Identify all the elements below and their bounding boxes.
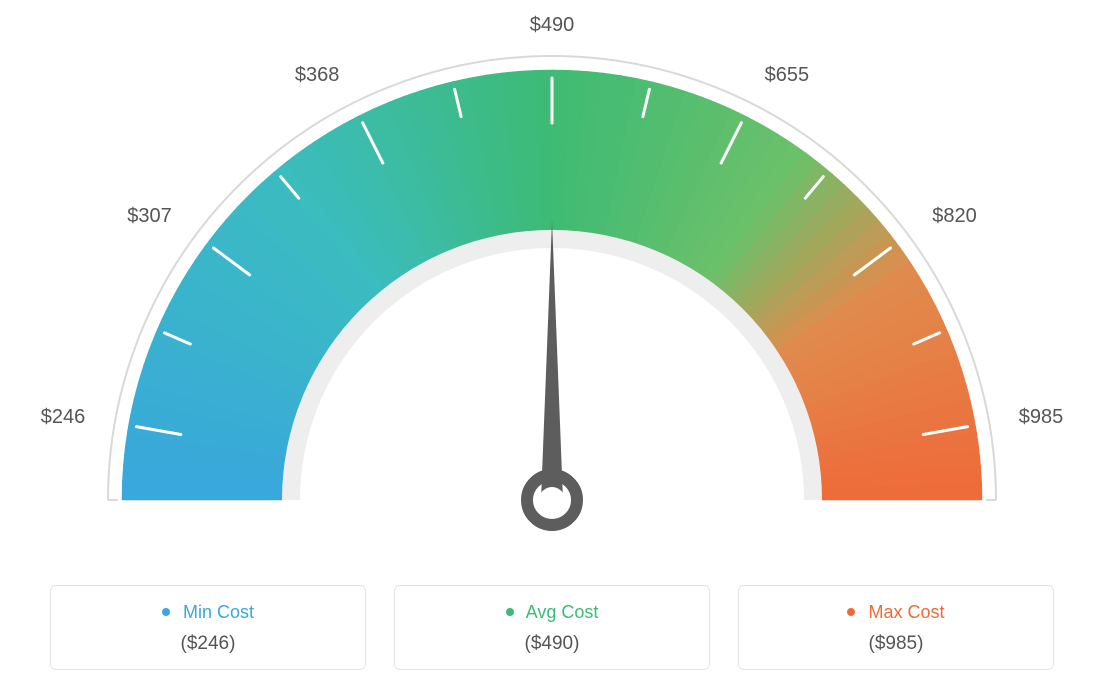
legend-row: Min Cost ($246) Avg Cost ($490) Max Cost…: [50, 585, 1054, 670]
gauge-tick-label: $490: [522, 14, 582, 37]
legend-title-min: Min Cost: [51, 602, 365, 623]
legend-title-max: Max Cost: [739, 602, 1053, 623]
gauge-tick-label: $307: [112, 205, 172, 228]
legend-label: Max Cost: [868, 602, 944, 622]
gauge-tick-label: $655: [765, 64, 810, 87]
dot-icon: [162, 608, 170, 616]
gauge-tick-label: $246: [25, 406, 85, 429]
legend-title-avg: Avg Cost: [395, 602, 709, 623]
gauge-tick-label: $985: [1019, 406, 1064, 429]
dot-icon: [506, 608, 514, 616]
legend-card-min: Min Cost ($246): [50, 585, 366, 670]
gauge-tick-label: $820: [932, 205, 977, 228]
legend-label: Min Cost: [183, 602, 254, 622]
gauge-chart: $246 $307 $368 $490 $655 $820 $985: [0, 0, 1104, 560]
legend-card-avg: Avg Cost ($490): [394, 585, 710, 670]
legend-value-avg: ($490): [395, 633, 709, 655]
gauge-tick-label: $368: [279, 64, 339, 87]
legend-label: Avg Cost: [526, 602, 599, 622]
legend-value-min: ($246): [51, 633, 365, 655]
legend-card-max: Max Cost ($985): [738, 585, 1054, 670]
dot-icon: [847, 608, 855, 616]
legend-value-max: ($985): [739, 633, 1053, 655]
